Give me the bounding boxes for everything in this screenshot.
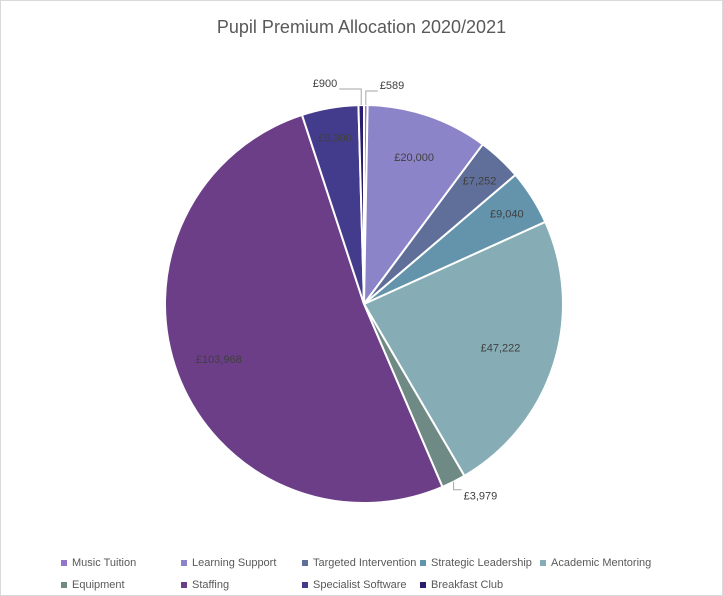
legend-swatch-academic-mentoring [540,560,546,566]
legend-row-1: Music Tuition Learning Support Targeted … [61,552,701,574]
legend-swatch-equipment [61,582,67,588]
legend-item-music-tuition[interactable]: Music Tuition [61,557,181,569]
data-label-strategic-leadership: £9,040 [490,208,524,220]
legend-item-strategic-leadership[interactable]: Strategic Leadership [420,557,540,569]
legend-label-staffing: Staffing [192,579,230,591]
pie-slice-staffing[interactable] [164,113,444,504]
legend-item-staffing[interactable]: Staffing [181,579,302,591]
data-label-academic-mentoring: £47,222 [481,343,521,355]
legend-label-equipment: Equipment [72,579,125,591]
data-label-learning-support: £20,000 [394,152,434,164]
legend-item-learning-support[interactable]: Learning Support [181,557,302,569]
leader-line-music-tuition [365,90,378,106]
legend-swatch-strategic-leadership [420,560,426,566]
legend-swatch-targeted-intervention [302,560,308,566]
legend-item-targeted-intervention[interactable]: Targeted Intervention [302,557,420,569]
legend-swatch-learning-support [181,560,187,566]
legend-swatch-breakfast-club [420,582,426,588]
pie-slice-learning-support[interactable] [362,104,485,308]
data-label-targeted-intervention: £7,252 [463,175,497,187]
legend-label-breakfast-club: Breakfast Club [431,579,504,591]
legend-label-strategic-leadership: Strategic Leadership [431,557,532,569]
legend-item-breakfast-club[interactable]: Breakfast Club [420,579,503,591]
legend-swatch-specialist-software [302,582,308,588]
legend-item-academic-mentoring[interactable]: Academic Mentoring [540,557,651,569]
data-label-music-tuition: £589 [380,80,404,92]
pie-slice-academic-mentoring[interactable] [362,220,564,478]
leader-line-equipment [453,481,462,491]
legend-label-targeted-intervention: Targeted Intervention [313,557,417,569]
legend-swatch-music-tuition [61,560,67,566]
legend: Music Tuition Learning Support Targeted … [61,552,701,596]
legend-label-learning-support: Learning Support [192,557,277,569]
legend-item-specialist-software[interactable]: Specialist Software [302,579,420,591]
data-label-equipment: £3,979 [464,491,498,503]
legend-swatch-staffing [181,582,187,588]
chart-title: Pupil Premium Allocation 2020/2021 [216,17,507,37]
pie-slice-breakfast-club[interactable] [357,103,365,305]
legend-label-specialist-software: Specialist Software [313,579,407,591]
data-label-breakfast-club: £900 [313,78,337,90]
data-label-specialist-software: £9,300 [318,132,352,144]
legend-item-equipment[interactable]: Equipment [61,579,181,591]
legend-label-music-tuition: Music Tuition [72,557,137,569]
legend-label-academic-mentoring: Academic Mentoring [551,557,652,569]
leader-line-breakfast-club [339,88,362,106]
legend-row-2: Equipment Staffing Specialist Software B… [61,574,701,596]
data-label-staffing: £103,968 [196,354,242,366]
